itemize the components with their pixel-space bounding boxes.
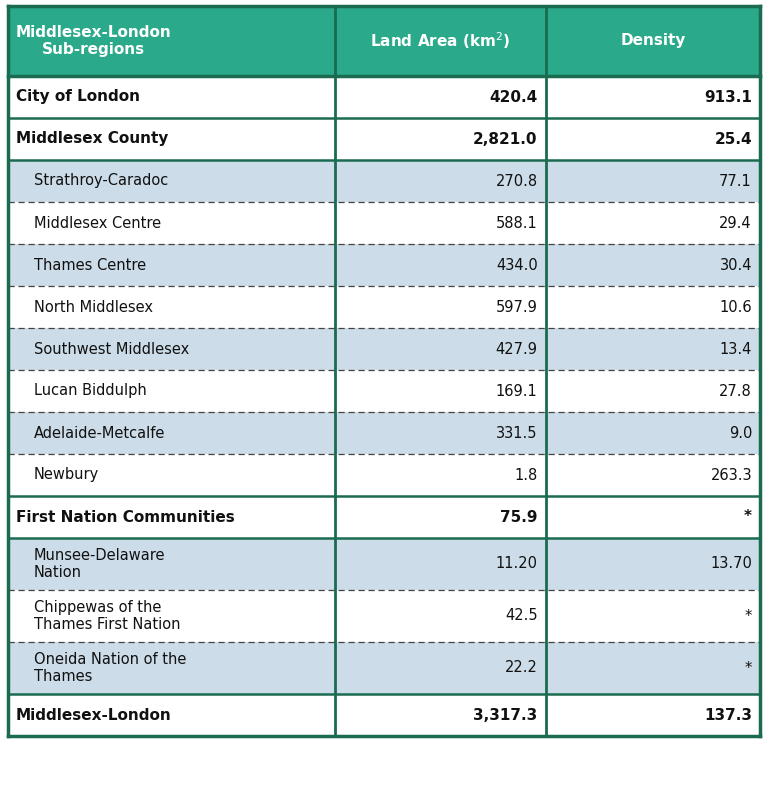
Bar: [8, 694, 760, 736]
Text: *: *: [745, 660, 752, 675]
Text: 2,821.0: 2,821.0: [473, 131, 538, 147]
Text: 169.1: 169.1: [496, 384, 538, 398]
Text: 29.4: 29.4: [720, 215, 752, 231]
Text: 13.70: 13.70: [710, 556, 752, 571]
Text: Strathroy-Caradoc: Strathroy-Caradoc: [34, 173, 168, 189]
Text: 27.8: 27.8: [720, 384, 752, 398]
Text: 3,317.3: 3,317.3: [473, 708, 538, 722]
Bar: [8, 412, 760, 454]
Text: 331.5: 331.5: [496, 426, 538, 441]
Text: 263.3: 263.3: [710, 467, 752, 483]
Text: Density: Density: [620, 34, 686, 48]
Text: 597.9: 597.9: [496, 300, 538, 314]
Text: 1.8: 1.8: [515, 467, 538, 483]
Text: Middlesex County: Middlesex County: [16, 131, 168, 147]
Text: Newbury: Newbury: [34, 467, 99, 483]
Bar: [8, 454, 760, 496]
Bar: [8, 328, 760, 370]
Text: Chippewas of the
Thames First Nation: Chippewas of the Thames First Nation: [34, 600, 180, 632]
Text: 427.9: 427.9: [495, 342, 538, 356]
Text: *: *: [745, 609, 752, 624]
Text: City of London: City of London: [16, 89, 140, 105]
Text: 420.4: 420.4: [489, 89, 538, 105]
Text: 75.9: 75.9: [500, 509, 538, 525]
Text: First Nation Communities: First Nation Communities: [16, 509, 235, 525]
Bar: [8, 202, 760, 244]
Text: Middlesex Centre: Middlesex Centre: [34, 215, 161, 231]
Text: 137.3: 137.3: [704, 708, 752, 722]
Text: 9.0: 9.0: [729, 426, 752, 441]
Text: North Middlesex: North Middlesex: [34, 300, 153, 314]
Text: Thames Centre: Thames Centre: [34, 257, 146, 272]
Text: 913.1: 913.1: [704, 89, 752, 105]
Bar: [8, 118, 760, 160]
Bar: [8, 6, 760, 76]
Text: 434.0: 434.0: [496, 257, 538, 272]
Text: Middlesex-London
Sub-regions: Middlesex-London Sub-regions: [16, 25, 172, 57]
Bar: [8, 642, 760, 694]
Text: 13.4: 13.4: [720, 342, 752, 356]
Bar: [8, 286, 760, 328]
Text: Southwest Middlesex: Southwest Middlesex: [34, 342, 189, 356]
Text: 77.1: 77.1: [720, 173, 752, 189]
Text: 22.2: 22.2: [505, 660, 538, 675]
Bar: [8, 160, 760, 202]
Text: 11.20: 11.20: [495, 556, 538, 571]
Text: Land Area (km$^2$): Land Area (km$^2$): [370, 31, 511, 52]
Bar: [8, 244, 760, 286]
Text: Adelaide-Metcalfe: Adelaide-Metcalfe: [34, 426, 165, 441]
Text: Lucan Biddulph: Lucan Biddulph: [34, 384, 147, 398]
Text: Munsee-Delaware
Nation: Munsee-Delaware Nation: [34, 548, 165, 580]
Text: 270.8: 270.8: [495, 173, 538, 189]
Text: 25.4: 25.4: [714, 131, 752, 147]
Text: Middlesex-London: Middlesex-London: [16, 708, 172, 722]
Bar: [8, 590, 760, 642]
Text: Oneida Nation of the
Thames: Oneida Nation of the Thames: [34, 652, 187, 684]
Text: 588.1: 588.1: [496, 215, 538, 231]
Text: 42.5: 42.5: [505, 609, 538, 624]
Bar: [8, 76, 760, 118]
Bar: [8, 370, 760, 412]
Text: *: *: [744, 509, 752, 525]
Text: 10.6: 10.6: [720, 300, 752, 314]
Bar: [8, 538, 760, 590]
Text: 30.4: 30.4: [720, 257, 752, 272]
Bar: [8, 496, 760, 538]
